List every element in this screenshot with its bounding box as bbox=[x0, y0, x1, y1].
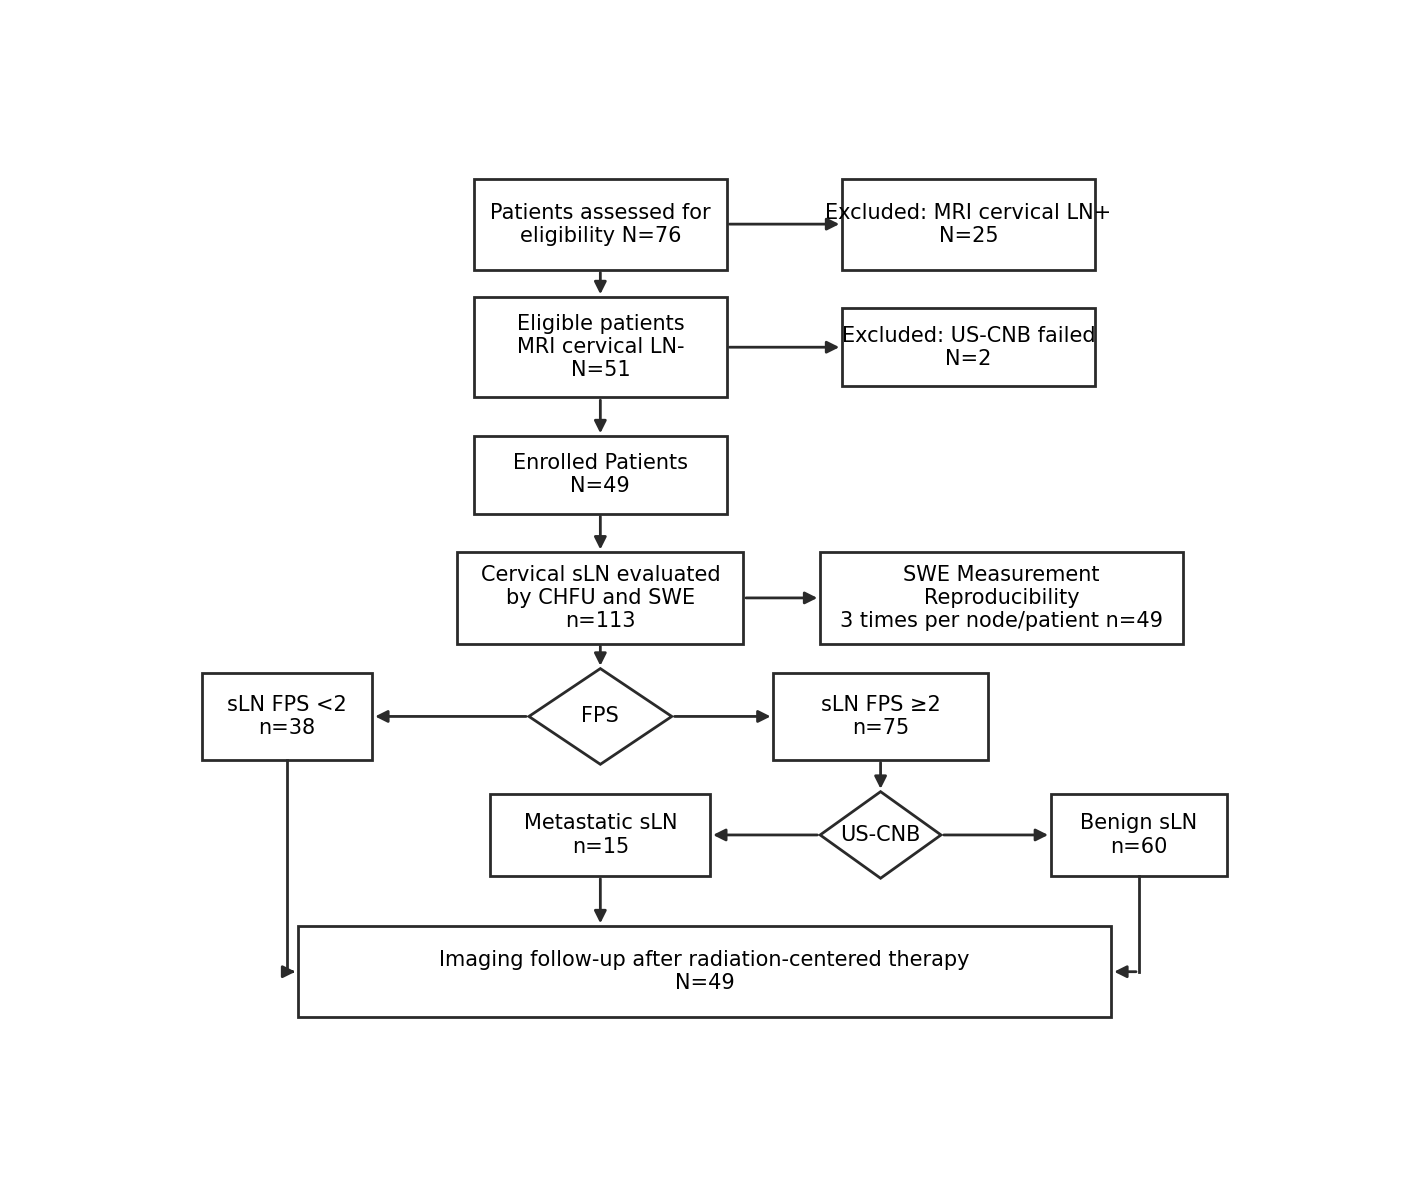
Text: Excluded: US-CNB failed
N=2: Excluded: US-CNB failed N=2 bbox=[842, 326, 1095, 368]
Text: Enrolled Patients
N=49: Enrolled Patients N=49 bbox=[513, 453, 688, 496]
Text: Patients assessed for
eligibility N=76: Patients assessed for eligibility N=76 bbox=[491, 202, 710, 246]
FancyBboxPatch shape bbox=[201, 674, 373, 760]
Text: FPS: FPS bbox=[581, 707, 620, 727]
Text: SWE Measurement
Reproducibility
3 times per node/patient n=49: SWE Measurement Reproducibility 3 times … bbox=[839, 565, 1163, 631]
FancyBboxPatch shape bbox=[842, 309, 1095, 386]
Text: Imaging follow-up after radiation-centered therapy
N=49: Imaging follow-up after radiation-center… bbox=[440, 950, 970, 993]
FancyBboxPatch shape bbox=[458, 552, 743, 644]
FancyBboxPatch shape bbox=[820, 552, 1183, 644]
Polygon shape bbox=[529, 669, 672, 765]
Text: Metastatic sLN
n=15: Metastatic sLN n=15 bbox=[523, 813, 678, 856]
FancyBboxPatch shape bbox=[474, 179, 726, 270]
Text: Excluded: MRI cervical LN+
N=25: Excluded: MRI cervical LN+ N=25 bbox=[825, 202, 1112, 246]
FancyBboxPatch shape bbox=[842, 179, 1095, 270]
FancyBboxPatch shape bbox=[474, 297, 726, 398]
FancyBboxPatch shape bbox=[298, 926, 1112, 1017]
Text: sLN FPS ≥2
n=75: sLN FPS ≥2 n=75 bbox=[821, 695, 940, 738]
Text: Benign sLN
n=60: Benign sLN n=60 bbox=[1081, 813, 1197, 856]
FancyBboxPatch shape bbox=[474, 436, 726, 514]
Polygon shape bbox=[820, 792, 942, 879]
Text: sLN FPS <2
n=38: sLN FPS <2 n=38 bbox=[227, 695, 347, 738]
Text: US-CNB: US-CNB bbox=[841, 825, 920, 845]
FancyBboxPatch shape bbox=[491, 794, 710, 876]
FancyBboxPatch shape bbox=[773, 674, 988, 760]
Text: Cervical sLN evaluated
by CHFU and SWE
n=113: Cervical sLN evaluated by CHFU and SWE n… bbox=[481, 565, 720, 631]
FancyBboxPatch shape bbox=[1051, 794, 1227, 876]
Text: Eligible patients
MRI cervical LN-
N=51: Eligible patients MRI cervical LN- N=51 bbox=[516, 314, 683, 380]
